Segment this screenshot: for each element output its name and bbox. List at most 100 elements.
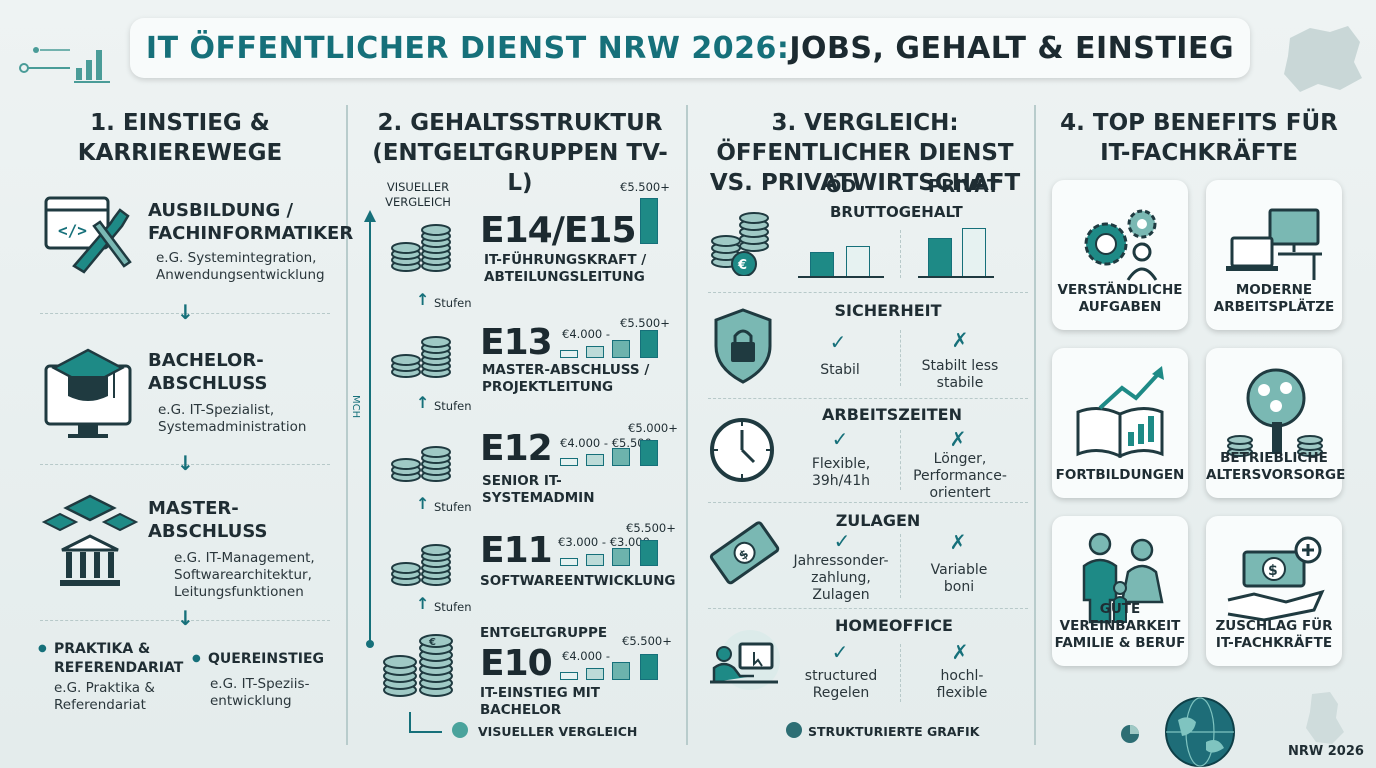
column-title: 1. EINSTIEG & KARRIEREWEGE bbox=[77, 110, 283, 166]
divider bbox=[900, 230, 901, 278]
page-title: IT ÖFFENTLICHER DIENST NRW 2026: JOBS, G… bbox=[130, 18, 1250, 78]
benefit-card: $ ZUSCHLAG FÜR IT-FACHKRÄFTE bbox=[1206, 516, 1342, 666]
brutto-bar-privat bbox=[928, 238, 952, 278]
arrow-down-icon: ↓ bbox=[177, 451, 194, 475]
divider bbox=[708, 608, 1028, 609]
column-title: 2. GEHALTSSTRUKTUR (ENTGELTGRUPPEN TV-L) bbox=[372, 110, 668, 196]
bullet-icon: ● bbox=[192, 653, 201, 664]
benefit-label: FORTBILDUNGEN bbox=[1055, 467, 1185, 483]
salary-bar-group bbox=[560, 438, 660, 466]
cash-hand-icon: $ bbox=[1227, 536, 1325, 622]
salary-max: €5.500+ bbox=[626, 521, 676, 535]
career-item-sub: e.G. IT-Spezialist, Systemadministration bbox=[158, 402, 307, 435]
legend-bracket bbox=[409, 712, 442, 733]
compare-title: SICHERHEIT bbox=[834, 301, 942, 320]
cross-icon: ✗ bbox=[951, 640, 969, 664]
year-badge: NRW 2026 bbox=[1288, 744, 1364, 759]
salary-bar bbox=[640, 198, 658, 244]
legend-dot bbox=[452, 722, 468, 738]
benefit-label: MODERNE ARBEITSPLÄTZE bbox=[1213, 282, 1335, 315]
pie-chart-icon bbox=[1121, 725, 1139, 743]
salary-bar bbox=[586, 454, 604, 466]
euro-coin-stack-icon: € bbox=[383, 634, 453, 697]
career-item-sub: e.G. IT-Management, Softwarearchitektur,… bbox=[174, 550, 315, 600]
salary-bar bbox=[586, 668, 604, 680]
salary-max: €5.500+ bbox=[622, 634, 672, 648]
compare-privat: Lönger, Performance-orientert bbox=[913, 451, 1007, 501]
pay-group-role: IT-EINSTIEG MIT BACHELOR bbox=[480, 685, 601, 718]
pay-group-role: MASTER-ABSCHLUSS / PROJEKTLEITUNG bbox=[482, 362, 650, 395]
legend-dot bbox=[786, 722, 802, 738]
svg-text:</>: </> bbox=[58, 221, 87, 240]
coin-stack-icon bbox=[391, 544, 451, 586]
salary-bar bbox=[640, 654, 658, 680]
arrow-up-icon: ↑ bbox=[416, 393, 430, 412]
career-item-heading: BACHELOR-ABSCHLUSS bbox=[148, 350, 268, 394]
benefit-label: BETRIEBLICHE ALTERSVORSORGE bbox=[1206, 450, 1346, 483]
svg-text:$: $ bbox=[1268, 563, 1278, 579]
salary-bar bbox=[560, 458, 578, 466]
divider bbox=[900, 644, 901, 702]
salary-bar-group bbox=[560, 330, 660, 358]
bullet-icon: ● bbox=[38, 643, 47, 654]
divider bbox=[900, 534, 901, 598]
pay-group-role: IT-FÜHRUNGSKRAFT / ABTEILUNGSLEITUNG bbox=[484, 252, 647, 285]
divider bbox=[40, 313, 330, 314]
chart-decoration-icon bbox=[19, 47, 110, 83]
legend-label: STRUKTURIERTE GRAFIK bbox=[808, 724, 980, 739]
compare-title: ZULAGEN bbox=[835, 511, 921, 530]
divider bbox=[708, 502, 1028, 503]
salary-min: €4.000 - bbox=[562, 649, 611, 663]
salary-min: €4.000 - bbox=[562, 327, 611, 341]
money-icon: $ bbox=[709, 521, 780, 585]
arrow-up-icon: ↑ bbox=[416, 594, 430, 613]
column-divider bbox=[1034, 105, 1036, 745]
code-wrench-icon: </> bbox=[44, 196, 132, 274]
salary-bar bbox=[586, 554, 604, 566]
pay-group-prefix: ENTGELTGRUPPE bbox=[480, 625, 608, 641]
salary-max: €5.500+ bbox=[620, 180, 670, 194]
salary-min: €3.000 - €3.000 bbox=[558, 535, 650, 549]
arrow-up-icon: ↑ bbox=[416, 494, 430, 513]
globe-icon bbox=[1165, 697, 1235, 767]
step-label: Stufen bbox=[434, 399, 472, 413]
salary-bar bbox=[612, 548, 630, 566]
benefit-card: FORTBILDUNGEN bbox=[1052, 348, 1188, 498]
career-item-sub: e.G. Systemintegration, Anwendungsentwic… bbox=[156, 250, 325, 283]
axis-label: MCH bbox=[350, 395, 361, 419]
arrow-down-icon: ↓ bbox=[177, 300, 194, 324]
salary-bar bbox=[640, 330, 658, 358]
shield-lock-icon bbox=[714, 308, 772, 384]
cross-icon: ✗ bbox=[949, 530, 967, 554]
clock-icon bbox=[710, 418, 774, 482]
check-icon: ✓ bbox=[831, 640, 849, 664]
compare-od: Flexible, 39h/41h bbox=[811, 456, 871, 489]
salary-bar-group bbox=[560, 652, 660, 680]
brutto-bar-od bbox=[846, 246, 870, 278]
salary-axis-arrow bbox=[364, 210, 376, 648]
compare-title: HOMEOFFICE bbox=[835, 616, 953, 635]
brutto-label: BRUTTOGEHALT bbox=[830, 203, 963, 221]
career-extra-sub: e.G. Praktika & Referendariat bbox=[54, 680, 155, 713]
career-item-heading: MASTER-ABSCHLUSS bbox=[148, 498, 268, 542]
svg-text:€: € bbox=[737, 258, 747, 273]
step-label: Stufen bbox=[434, 500, 472, 514]
column-title: 4. TOP BENEFITS FÜR IT-FACHKRÄFTE bbox=[1060, 110, 1338, 166]
step-label: Stufen bbox=[434, 296, 472, 310]
pay-group-code: E10 bbox=[480, 643, 553, 684]
salary-min: €4.000 - €5.500 bbox=[560, 436, 652, 450]
money-tree-icon bbox=[1227, 368, 1323, 457]
salary-bar bbox=[640, 540, 658, 566]
salary-bar bbox=[612, 340, 630, 358]
brutto-bar-group bbox=[798, 228, 994, 278]
germany-map-icon bbox=[1306, 692, 1344, 744]
pay-group-code: E13 bbox=[480, 322, 553, 363]
salary-bar-group bbox=[560, 538, 660, 566]
pay-group-code: E12 bbox=[480, 428, 553, 469]
divider bbox=[708, 398, 1028, 399]
step-label: Stufen bbox=[434, 600, 472, 614]
check-icon: ✓ bbox=[829, 330, 847, 354]
coins-euro-icon: € bbox=[711, 212, 769, 276]
compare-od: Jahressonder-zahlung, Zulagen bbox=[793, 553, 889, 603]
compare-privat: Variable boni bbox=[930, 562, 988, 595]
